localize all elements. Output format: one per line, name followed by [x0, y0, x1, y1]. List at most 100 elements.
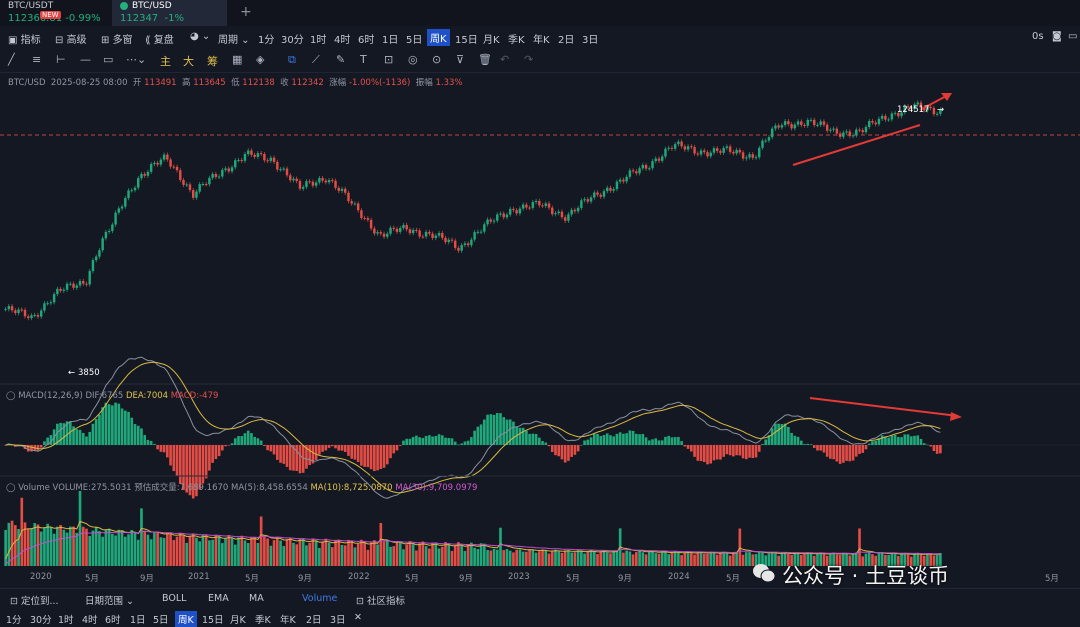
- volume-bar: [706, 553, 709, 566]
- rectangle-icon[interactable]: ▭: [103, 53, 114, 66]
- tab-btc-usdt[interactable]: BTC/USDT 112366.81 -0.99% NEW: [0, 0, 112, 26]
- macd-bar: [618, 432, 622, 445]
- big-order-button[interactable]: 大: [183, 55, 194, 68]
- macd-bar: [324, 445, 328, 451]
- undo-icon[interactable]: ↶: [500, 53, 510, 66]
- trendline-icon[interactable]: ╱: [8, 53, 15, 66]
- tf-4h[interactable]: 4时: [82, 615, 98, 626]
- tf-2d[interactable]: 2日: [306, 615, 322, 626]
- candle: [17, 309, 20, 314]
- table-icon[interactable]: ▦: [232, 53, 243, 66]
- period-dropdown[interactable]: 周期 ⌄: [218, 35, 250, 46]
- tf-weekly[interactable]: 周K: [175, 611, 197, 627]
- trash-icon[interactable]: 🗑: [478, 53, 492, 66]
- tf-quarterly[interactable]: 季K: [508, 35, 525, 46]
- tab-btc-usd[interactable]: BTC/USD 112347 -1%: [112, 0, 227, 26]
- boll-button[interactable]: BOLL: [162, 593, 187, 604]
- lock-icon[interactable]: ⊡: [384, 53, 394, 66]
- candle: [250, 150, 253, 155]
- ray-icon[interactable]: —: [80, 53, 91, 66]
- text-icon[interactable]: T: [360, 53, 367, 66]
- tf-monthly[interactable]: 月K: [483, 35, 500, 46]
- volume-bar: [909, 556, 913, 566]
- macd-bar: [851, 445, 855, 461]
- replay-button[interactable]: ⟪ 复盘: [145, 35, 174, 46]
- macd-bar: [483, 419, 486, 445]
- tf-1m[interactable]: 1分: [258, 35, 275, 46]
- tf-1d[interactable]: 1日: [382, 35, 399, 46]
- volume-bar: [321, 541, 324, 566]
- filter-icon[interactable]: ⊽: [456, 53, 465, 66]
- community-indicators-button[interactable]: ⊡ 社区指标: [356, 596, 405, 607]
- price-chart[interactable]: 124517 → ← 3850: [0, 88, 1080, 586]
- macd-bar: [127, 411, 130, 445]
- tf-30m[interactable]: 30分: [30, 615, 52, 626]
- ma-button[interactable]: MA: [249, 593, 264, 604]
- locate-button[interactable]: ⊡ 定位到...: [10, 596, 59, 607]
- volume-bar: [625, 550, 628, 566]
- candle: [845, 131, 848, 133]
- tf-15d[interactable]: 15日: [455, 35, 478, 46]
- show-icon[interactable]: ⊙: [432, 53, 442, 66]
- close-icon[interactable]: ✕: [354, 612, 362, 623]
- tf-6h[interactable]: 6时: [358, 35, 375, 46]
- more-tools-icon[interactable]: ⋯⌄: [126, 53, 147, 66]
- volume-bar: [188, 535, 192, 566]
- tf-4h[interactable]: 4时: [334, 35, 351, 46]
- candle: [266, 160, 269, 162]
- volume-bar: [398, 542, 402, 566]
- candle: [499, 213, 502, 215]
- macd-icon[interactable]: ◯: [6, 391, 16, 401]
- candle: [787, 121, 790, 125]
- volume-bar: [787, 554, 790, 566]
- ruler-icon[interactable]: ⟋: [312, 53, 320, 66]
- channel-icon[interactable]: ≡: [32, 53, 42, 66]
- volume-icon[interactable]: ◯: [6, 483, 16, 493]
- volume-bar: [780, 552, 784, 566]
- layers-icon[interactable]: ◈: [256, 53, 265, 66]
- volume-bar: [816, 553, 819, 566]
- add-tab-icon[interactable]: +: [240, 4, 252, 20]
- tf-3d[interactable]: 3日: [330, 615, 346, 626]
- chip-button[interactable]: 筹: [207, 55, 218, 68]
- tf-5d[interactable]: 5日: [406, 35, 423, 46]
- pencil-icon[interactable]: ✎: [336, 53, 346, 66]
- hline-icon[interactable]: ⊢: [56, 53, 66, 66]
- tf-1h[interactable]: 1时: [58, 615, 74, 626]
- tf-monthly[interactable]: 月K: [230, 615, 246, 626]
- tf-2d[interactable]: 2日: [558, 35, 575, 46]
- tf-weekly[interactable]: 周K: [427, 29, 450, 46]
- candle: [146, 171, 150, 176]
- eye-icon[interactable]: ◎: [408, 53, 418, 66]
- volume-bar: [492, 548, 496, 566]
- candle: [570, 209, 573, 215]
- volume-bar: [596, 554, 599, 566]
- tf-15d[interactable]: 15日: [202, 615, 224, 626]
- paint-icon[interactable]: ◕ ⌄: [190, 31, 211, 42]
- tf-yearly[interactable]: 年K: [533, 35, 550, 46]
- tf-1d[interactable]: 1日: [130, 615, 146, 626]
- advanced-button[interactable]: ⊟ 高级: [55, 35, 87, 46]
- main-force-button[interactable]: 主: [160, 55, 171, 68]
- multi-window-button[interactable]: ⊞ 多窗: [101, 35, 133, 46]
- fullscreen-icon[interactable]: ▭: [1068, 31, 1078, 42]
- tf-6h[interactable]: 6时: [105, 615, 121, 626]
- redo-icon[interactable]: ↷: [524, 53, 534, 66]
- tf-1m[interactable]: 1分: [6, 615, 22, 626]
- macd-bar: [528, 433, 531, 445]
- camera-icon[interactable]: ◙: [1052, 31, 1062, 42]
- volume-bar: [88, 535, 92, 566]
- tf-3d[interactable]: 3日: [582, 35, 599, 46]
- tf-yearly[interactable]: 年K: [280, 615, 296, 626]
- date-range-dropdown[interactable]: 日期范围 ⌄: [85, 596, 134, 607]
- magnet-icon[interactable]: ⧉: [288, 53, 296, 66]
- indicators-button[interactable]: ▣ 指标: [8, 35, 41, 46]
- tf-quarterly[interactable]: 季K: [255, 615, 271, 626]
- ema-button[interactable]: EMA: [208, 593, 229, 604]
- tf-5d[interactable]: 5日: [153, 615, 169, 626]
- low-price-label: 3850: [78, 368, 100, 378]
- tf-30m[interactable]: 30分: [281, 35, 304, 46]
- volume-bar: [486, 550, 489, 566]
- volume-button[interactable]: Volume: [302, 593, 338, 604]
- tf-1h[interactable]: 1时: [310, 35, 327, 46]
